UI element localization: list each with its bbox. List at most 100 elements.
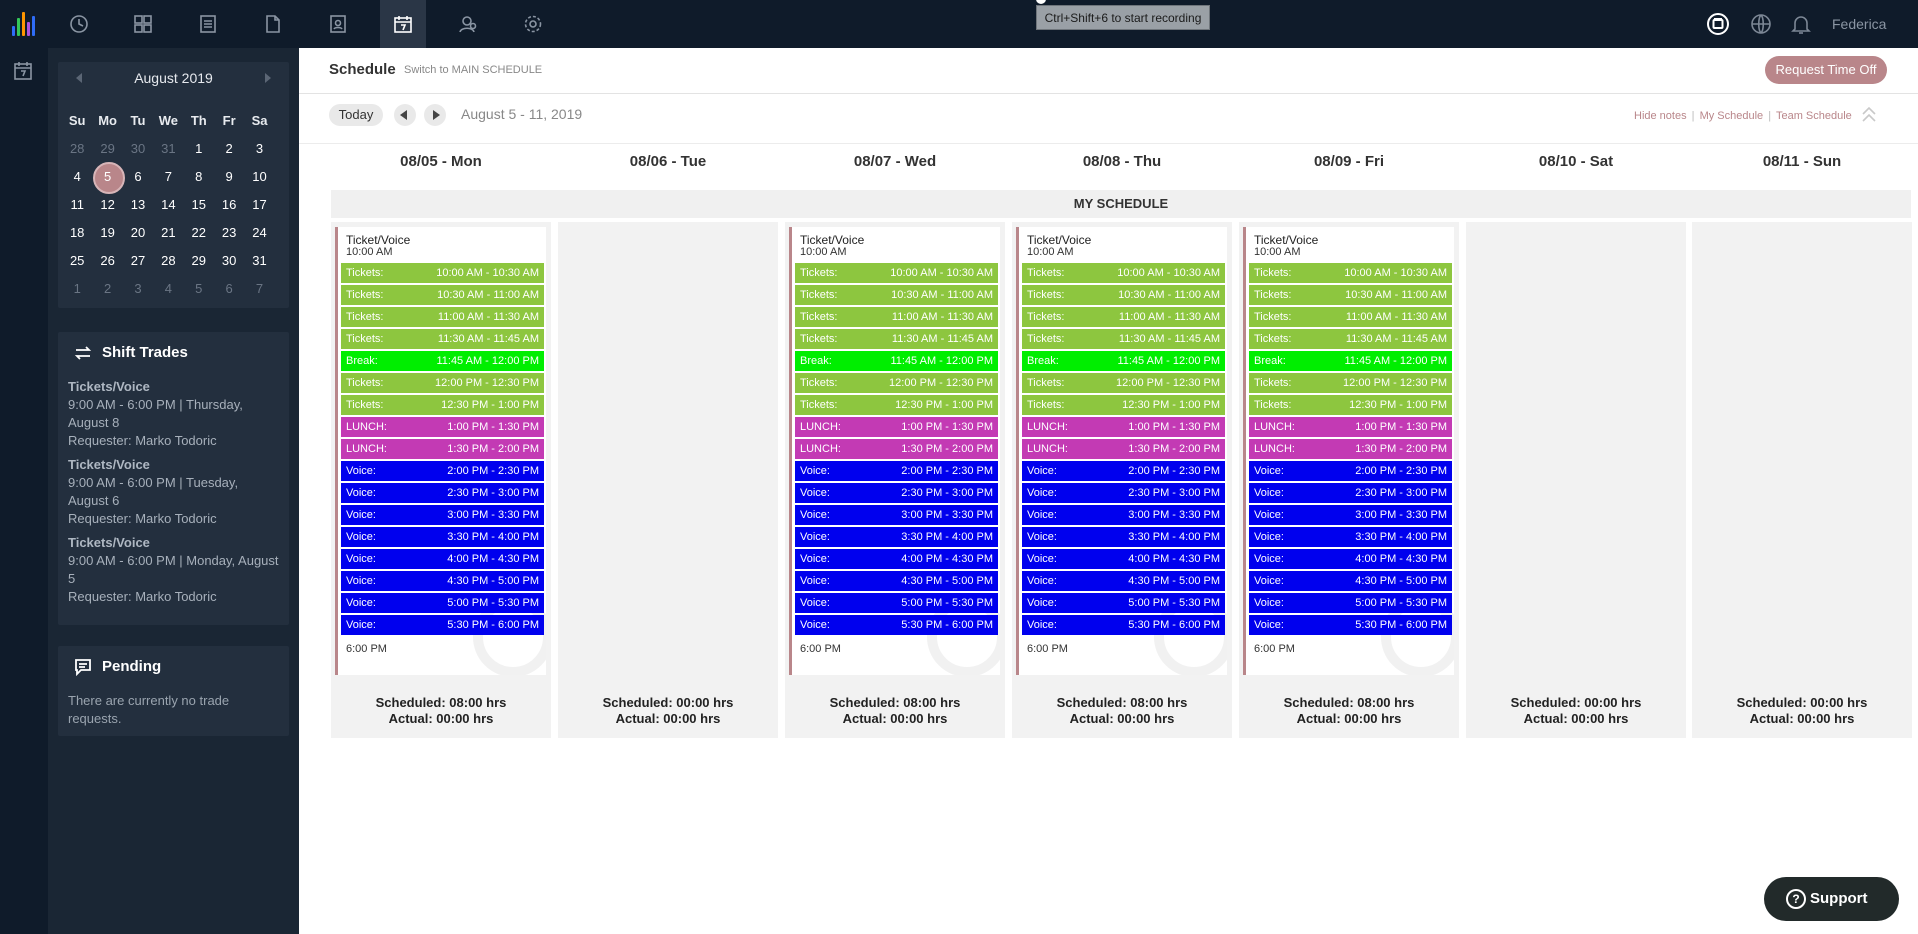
next-week-button[interactable] <box>424 104 446 126</box>
calendar-day[interactable]: 1 <box>184 134 214 162</box>
calendar-day[interactable]: 19 <box>92 218 122 246</box>
calendar-day[interactable]: 27 <box>123 246 153 274</box>
shift-slot-voice[interactable]: Voice: 4:30 PM - 5:00 PM <box>1249 571 1452 591</box>
day-column[interactable]: Ticket/Voice 10:00 AM Tickets: 10:00 AM - 1… <box>785 222 1005 738</box>
shift-slot-voice[interactable]: Voice: 5:30 PM - 6:00 PM <box>1022 615 1225 635</box>
calendar-day[interactable]: 21 <box>153 218 183 246</box>
shift-slot-tickets[interactable]: Tickets: 12:30 PM - 1:00 PM <box>1022 395 1225 415</box>
shift-trade-item[interactable]: Tickets/Voice 9:00 AM - 6:00 PM | Tuesday… <box>68 456 280 528</box>
calendar-day[interactable]: 3 <box>123 274 153 302</box>
schedule-icon[interactable] <box>12 60 34 82</box>
today-button[interactable]: Today <box>329 104 383 126</box>
shift-slot-tickets[interactable]: Tickets: 11:30 AM - 11:45 AM <box>795 329 998 349</box>
calendar-day[interactable]: 8 <box>184 162 214 190</box>
calendar-day[interactable]: 30 <box>123 134 153 162</box>
day-column[interactable]: Scheduled: 00:00 hrs Actual: 00:00 hrs <box>558 222 778 738</box>
calendar-day[interactable]: 7 <box>244 274 274 302</box>
shift-slot-lunch[interactable]: LUNCH: 1:00 PM - 1:30 PM <box>1022 417 1225 437</box>
clock-icon[interactable] <box>56 0 102 48</box>
calendar-day[interactable]: 28 <box>62 134 92 162</box>
shift-slot-break[interactable]: Break: 11:45 AM - 12:00 PM <box>1249 351 1452 371</box>
shift-slot-voice[interactable]: Voice: 2:30 PM - 3:00 PM <box>795 483 998 503</box>
shift-slot-voice[interactable]: Voice: 4:00 PM - 4:30 PM <box>1249 549 1452 569</box>
calendar-day[interactable]: 14 <box>153 190 183 218</box>
shift-slot-break[interactable]: Break: 11:45 AM - 12:00 PM <box>1022 351 1225 371</box>
shift-slot-voice[interactable]: Voice: 2:00 PM - 2:30 PM <box>1022 461 1225 481</box>
calendar-day[interactable]: 26 <box>92 246 122 274</box>
shift-slot-tickets[interactable]: Tickets: 11:30 AM - 11:45 AM <box>341 329 544 349</box>
calendar-day-selected[interactable]: 5 <box>92 162 126 194</box>
shift-slot-voice[interactable]: Voice: 5:00 PM - 5:30 PM <box>1249 593 1452 613</box>
hide-notes-link[interactable]: Hide notes <box>1634 110 1687 122</box>
team-icon[interactable] <box>445 0 491 48</box>
day-column[interactable]: Ticket/Voice 10:00 AM Tickets: 10:00 AM - 1… <box>1012 222 1232 738</box>
shift-card[interactable]: Ticket/Voice 10:00 AM Tickets: 10:00 AM - 1… <box>789 227 1000 675</box>
shift-slot-voice[interactable]: Voice: 5:00 PM - 5:30 PM <box>341 593 544 613</box>
calendar-day[interactable]: 20 <box>123 218 153 246</box>
support-button[interactable]: ? Support <box>1764 877 1899 921</box>
shift-slot-voice[interactable]: Voice: 4:00 PM - 4:30 PM <box>795 549 998 569</box>
calendar-day[interactable]: 6 <box>123 162 153 190</box>
shift-slot-tickets[interactable]: Tickets: 12:30 PM - 1:00 PM <box>795 395 998 415</box>
shift-slot-break[interactable]: Break: 11:45 AM - 12:00 PM <box>341 351 544 371</box>
calendar-day[interactable]: 17 <box>244 190 274 218</box>
prev-month-button[interactable] <box>76 73 82 83</box>
settings-icon[interactable] <box>510 0 556 48</box>
shift-slot-tickets[interactable]: Tickets: 12:30 PM - 1:00 PM <box>341 395 544 415</box>
my-schedule-link[interactable]: My Schedule <box>1699 110 1764 122</box>
shift-slot-tickets[interactable]: Tickets: 11:00 AM - 11:30 AM <box>1249 307 1452 327</box>
shift-slot-tickets[interactable]: Tickets: 10:00 AM - 10:30 AM <box>341 263 544 283</box>
calendar-day[interactable]: 11 <box>62 190 92 218</box>
shift-slot-lunch[interactable]: LUNCH: 1:00 PM - 1:30 PM <box>1249 417 1452 437</box>
bell-icon[interactable] <box>1789 12 1813 36</box>
calendar-day[interactable]: 9 <box>214 162 244 190</box>
next-month-button[interactable] <box>265 73 271 83</box>
calendar-day[interactable]: 25 <box>62 246 92 274</box>
shift-slot-tickets[interactable]: Tickets: 10:00 AM - 10:30 AM <box>1249 263 1452 283</box>
shift-slot-voice[interactable]: Voice: 4:30 PM - 5:00 PM <box>341 571 544 591</box>
calendar-day[interactable]: 31 <box>153 134 183 162</box>
shift-slot-tickets[interactable]: Tickets: 12:00 PM - 12:30 PM <box>341 373 544 393</box>
switch-schedule-link[interactable]: Switch to MAIN SCHEDULE <box>404 64 543 76</box>
shift-slot-voice[interactable]: Voice: 4:00 PM - 4:30 PM <box>1022 549 1225 569</box>
calendar-day[interactable]: 4 <box>62 162 92 190</box>
shift-slot-voice[interactable]: Voice: 5:30 PM - 6:00 PM <box>341 615 544 635</box>
shift-slot-tickets[interactable]: Tickets: 10:00 AM - 10:30 AM <box>1022 263 1225 283</box>
shift-slot-voice[interactable]: Voice: 2:00 PM - 2:30 PM <box>1249 461 1452 481</box>
day-column[interactable]: Scheduled: 00:00 hrs Actual: 00:00 hrs <box>1466 222 1686 738</box>
shift-slot-tickets[interactable]: Tickets: 12:00 PM - 12:30 PM <box>795 373 998 393</box>
shift-slot-voice[interactable]: Voice: 5:30 PM - 6:00 PM <box>795 615 998 635</box>
shift-trade-item[interactable]: Tickets/Voice 9:00 AM - 6:00 PM | Thursda… <box>68 378 280 450</box>
calendar-day[interactable]: 29 <box>92 134 122 162</box>
shift-slot-voice[interactable]: Voice: 2:00 PM - 2:30 PM <box>795 461 998 481</box>
calendar-day[interactable]: 15 <box>184 190 214 218</box>
shift-slot-voice[interactable]: Voice: 4:00 PM - 4:30 PM <box>341 549 544 569</box>
shift-slot-voice[interactable]: Voice: 2:30 PM - 3:00 PM <box>341 483 544 503</box>
shift-slot-voice[interactable]: Voice: 5:30 PM - 6:00 PM <box>1249 615 1452 635</box>
team-schedule-link[interactable]: Team Schedule <box>1775 110 1852 122</box>
shift-slot-voice[interactable]: Voice: 3:00 PM - 3:30 PM <box>1249 505 1452 525</box>
shift-slot-lunch[interactable]: LUNCH: 1:30 PM - 2:00 PM <box>795 439 998 459</box>
collapse-icon[interactable] <box>1861 106 1877 124</box>
calendar-day[interactable]: 22 <box>184 218 214 246</box>
calendar-day[interactable]: 2 <box>214 134 244 162</box>
shift-slot-tickets[interactable]: Tickets: 11:00 AM - 11:30 AM <box>341 307 544 327</box>
shift-slot-tickets[interactable]: Tickets: 11:30 AM - 11:45 AM <box>1022 329 1225 349</box>
calendar-day[interactable]: 4 <box>153 274 183 302</box>
shift-slot-voice[interactable]: Voice: 4:30 PM - 5:00 PM <box>795 571 998 591</box>
shift-card[interactable]: Ticket/Voice 10:00 AM Tickets: 10:00 AM - 1… <box>1243 227 1454 675</box>
shift-slot-voice[interactable]: Voice: 3:30 PM - 4:00 PM <box>1249 527 1452 547</box>
request-time-off-button[interactable]: Request Time Off <box>1765 56 1887 84</box>
shift-slot-tickets[interactable]: Tickets: 11:00 AM - 11:30 AM <box>1022 307 1225 327</box>
calendar-day[interactable]: 3 <box>244 134 274 162</box>
calendar-day[interactable]: 16 <box>214 190 244 218</box>
shift-slot-tickets[interactable]: Tickets: 12:00 PM - 12:30 PM <box>1022 373 1225 393</box>
shift-slot-voice[interactable]: Voice: 5:00 PM - 5:30 PM <box>1022 593 1225 613</box>
shift-slot-lunch[interactable]: LUNCH: 1:00 PM - 1:30 PM <box>341 417 544 437</box>
calendar-day[interactable]: 29 <box>184 246 214 274</box>
shift-slot-lunch[interactable]: LUNCH: 1:30 PM - 2:00 PM <box>1249 439 1452 459</box>
day-column[interactable]: Ticket/Voice 10:00 AM Tickets: 10:00 AM - 1… <box>331 222 551 738</box>
calendar-day[interactable]: 28 <box>153 246 183 274</box>
calendar-day[interactable]: 7 <box>153 162 183 190</box>
contacts-icon[interactable] <box>315 0 361 48</box>
